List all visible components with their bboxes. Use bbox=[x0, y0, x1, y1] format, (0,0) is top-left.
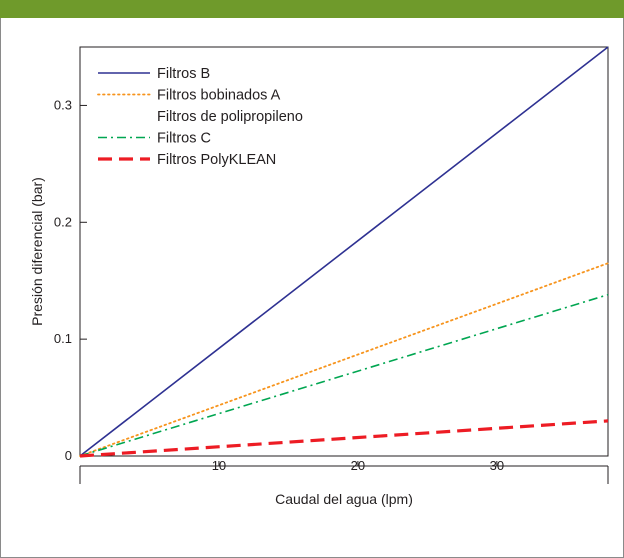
plot-area-border bbox=[79, 46, 609, 457]
legend-label: Filtros PolyKLEAN bbox=[157, 152, 276, 168]
legend-label: Filtros de polipropileno bbox=[157, 109, 303, 125]
legend-label: Filtros B bbox=[157, 66, 210, 82]
y-tick-label: 0.2 bbox=[54, 214, 72, 229]
series-line bbox=[79, 262, 609, 457]
y-axis-title: Presión diferencial (bar) bbox=[29, 177, 45, 326]
series-line bbox=[79, 46, 609, 457]
y-tick-label: 0 bbox=[65, 448, 72, 463]
axes bbox=[79, 46, 609, 484]
header-bar bbox=[0, 0, 624, 18]
ticks: 10 20 30 0 0.1 0.2 0.3 bbox=[54, 97, 504, 473]
legend-label: Filtros C bbox=[157, 131, 211, 147]
series-layer bbox=[79, 46, 609, 458]
y-tick-label: 0.3 bbox=[54, 97, 72, 112]
x-tick-label: 10 bbox=[212, 458, 226, 473]
x-tick-label: 20 bbox=[351, 458, 365, 473]
y-tick-label: 0.1 bbox=[54, 331, 72, 346]
legend: Filtros B Filtros bobinados A Filtros de p… bbox=[97, 66, 303, 168]
x-tick-label: 30 bbox=[490, 458, 504, 473]
legend-label: Filtros bobinados A bbox=[157, 88, 281, 104]
series-line bbox=[79, 293, 609, 457]
series-line bbox=[79, 419, 609, 458]
x-axis-title: Caudal del agua (lpm) bbox=[275, 491, 413, 507]
